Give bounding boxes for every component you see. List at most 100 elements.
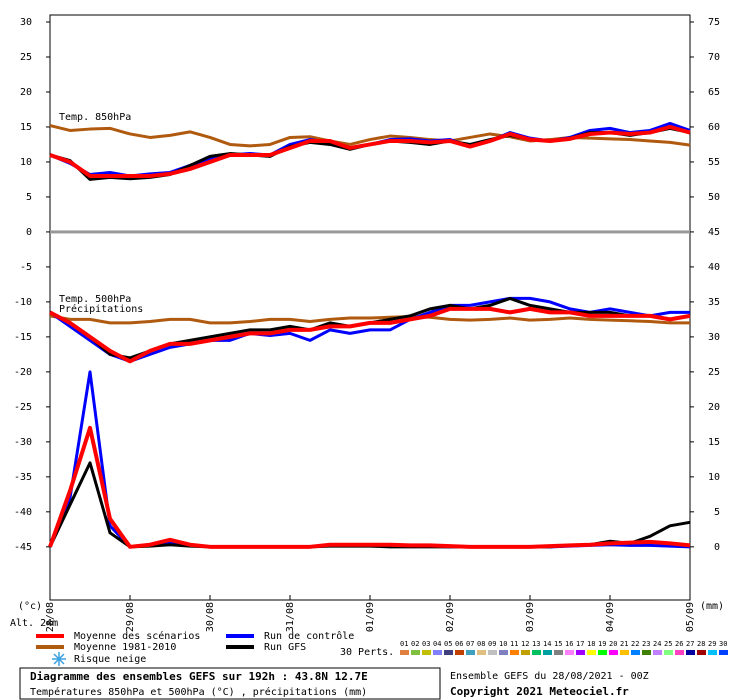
panel-separator (50, 230, 690, 234)
x-tick-label: 05/09 (685, 602, 696, 632)
perturbation-swatch (532, 650, 541, 655)
x-tick-label: 31/08 (285, 602, 296, 632)
perturbation-code: 24 (653, 640, 661, 648)
perturbation-code: 13 (532, 640, 540, 648)
series-line (49, 124, 691, 148)
y-tick-label: -20 (14, 367, 32, 378)
legend-label: Moyenne 1981-2010 (74, 642, 176, 653)
perturbation-swatch (642, 650, 651, 655)
series-line (49, 314, 690, 325)
perturbation-swatch (444, 650, 453, 655)
perturbation-swatch (400, 650, 409, 655)
label-precip: Précipitations (59, 303, 143, 315)
perturbation-swatch (675, 650, 684, 655)
series-line (48, 370, 691, 549)
perturbation-code: 21 (620, 640, 628, 648)
y-tick-label: 10 (20, 157, 32, 168)
perturbation-code: 04 (433, 640, 441, 648)
chart-subtitle: Températures 850hPa et 500hPa (°C) , pré… (30, 686, 367, 698)
y-tick-label: 0 (26, 227, 32, 238)
perturbation-code: 22 (631, 640, 639, 648)
y2-tick-label: 0 (714, 542, 720, 553)
y-tick-label: -40 (14, 507, 32, 518)
y-tick-label: -35 (14, 472, 32, 483)
perturbation-code: 11 (510, 640, 518, 648)
perturbation-code: 28 (697, 640, 705, 648)
altitude: Alt. 24m (10, 618, 58, 629)
series-line (49, 296, 691, 360)
y-tick-label: -45 (14, 542, 32, 553)
perturbation-code: 02 (411, 640, 419, 648)
perturbation-code: 01 (400, 640, 408, 648)
perturbation-swatch (433, 650, 442, 655)
x-tick-label: 01/09 (365, 602, 376, 632)
perturbation-code: 19 (598, 640, 606, 648)
perturbation-swatch (510, 650, 519, 655)
run-info: Ensemble GEFS du 28/08/2021 - 00Z (450, 671, 649, 682)
perturbation-swatch (576, 650, 585, 655)
perturbation-swatch (664, 650, 673, 655)
x-tick-label: 03/09 (525, 602, 536, 632)
y2-tick-label: 55 (708, 157, 720, 168)
y2-tick-label: 35 (708, 297, 720, 308)
y-tick-label: 5 (26, 192, 32, 203)
y-tick-label: 25 (20, 52, 32, 63)
series-line (49, 306, 691, 364)
y2-tick-label: 75 (708, 17, 720, 28)
y2-tick-label: 20 (708, 402, 720, 413)
y2-tick-label: 5 (714, 507, 720, 518)
perturbation-swatch (565, 650, 574, 655)
perturbation-swatch (631, 650, 640, 655)
perturbation-swatch (598, 650, 607, 655)
y-tick-label: -30 (14, 437, 32, 448)
perturbation-code: 20 (609, 640, 617, 648)
perturbation-swatch (719, 650, 728, 655)
perturbation-swatch (477, 650, 486, 655)
legend-label: Run de contrôle (264, 630, 354, 642)
chart-title: Diagramme des ensembles GEFS sur 192h : … (30, 670, 368, 683)
perturbation-code: 15 (554, 640, 562, 648)
perturbation-swatch (554, 650, 563, 655)
perturbation-code: 18 (587, 640, 595, 648)
perturbation-code: 10 (499, 640, 507, 648)
y-tick-label: 20 (20, 87, 32, 98)
x-tick-label: 28/08 (45, 602, 56, 632)
perturbation-swatch (708, 650, 717, 655)
legend-swatch (226, 634, 254, 638)
snow-icon (52, 652, 66, 666)
perturbation-code: 25 (664, 640, 672, 648)
perturbation-code: 08 (477, 640, 485, 648)
y2-tick-label: 45 (708, 227, 720, 238)
y-tick-label: -5 (20, 262, 32, 273)
perturbation-swatch (609, 650, 618, 655)
perturbation-code: 26 (675, 640, 683, 648)
y-tick-label: -15 (14, 332, 32, 343)
perturbation-label: 30 Perts. (340, 647, 394, 658)
y2-tick-label: 70 (708, 52, 720, 63)
x-tick-label: 04/09 (605, 602, 616, 632)
y-tick-label: 15 (20, 122, 32, 133)
legend-swatch (36, 645, 64, 649)
perturbation-swatch (455, 650, 464, 655)
perturbation-code: 06 (455, 640, 463, 648)
legend-swatch (226, 645, 254, 649)
series-line (48, 461, 691, 549)
y2-tick-label: 60 (708, 122, 720, 133)
y2-tick-label: 65 (708, 87, 720, 98)
y-tick-label: -25 (14, 402, 32, 413)
perturbation-swatch (697, 650, 706, 655)
y2-tick-label: 30 (708, 332, 720, 343)
perturbation-code: 29 (708, 640, 716, 648)
perturbation-swatch (686, 650, 695, 655)
x-tick-label: 30/08 (205, 602, 216, 632)
title-box (19, 667, 441, 700)
perturbation-swatch (543, 650, 552, 655)
perturbation-code: 16 (565, 640, 573, 648)
perturbation-swatch (653, 650, 662, 655)
perturbation-swatch (411, 650, 420, 655)
perturbation-code: 09 (488, 640, 496, 648)
y2-tick-label: 25 (708, 367, 720, 378)
legend-label: Moyenne des scénarios (74, 630, 200, 642)
y2-tick-label: 50 (708, 192, 720, 203)
series-line (49, 124, 691, 178)
